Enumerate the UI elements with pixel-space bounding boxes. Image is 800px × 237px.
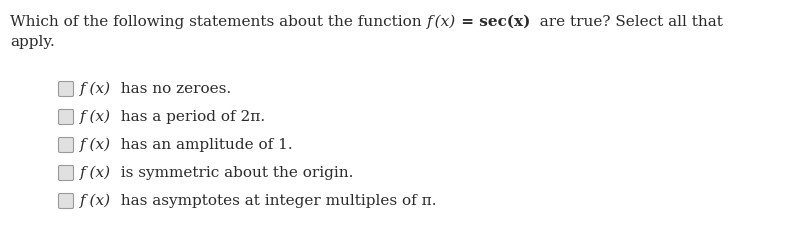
Text: f (x): f (x) xyxy=(426,15,456,29)
Text: is symmetric about the origin.: is symmetric about the origin. xyxy=(111,166,354,180)
FancyBboxPatch shape xyxy=(58,82,74,96)
Text: has an amplitude of 1.: has an amplitude of 1. xyxy=(111,138,293,152)
Text: f (x): f (x) xyxy=(80,82,111,96)
FancyBboxPatch shape xyxy=(58,137,74,152)
Text: has a period of 2π.: has a period of 2π. xyxy=(111,110,266,124)
Text: f (x): f (x) xyxy=(80,138,111,152)
Text: f (x): f (x) xyxy=(80,194,111,208)
Text: = sec(x): = sec(x) xyxy=(456,15,530,29)
Text: are true? Select all that: are true? Select all that xyxy=(530,15,723,29)
Text: Which of the following statements about the function: Which of the following statements about … xyxy=(10,15,426,29)
Text: f (x): f (x) xyxy=(80,110,111,124)
Text: has asymptotes at integer multiples of π.: has asymptotes at integer multiples of π… xyxy=(111,194,437,208)
FancyBboxPatch shape xyxy=(58,193,74,209)
Text: f (x): f (x) xyxy=(80,166,111,180)
FancyBboxPatch shape xyxy=(58,109,74,124)
FancyBboxPatch shape xyxy=(58,165,74,181)
Text: apply.: apply. xyxy=(10,35,54,49)
Text: has no zeroes.: has no zeroes. xyxy=(111,82,231,96)
